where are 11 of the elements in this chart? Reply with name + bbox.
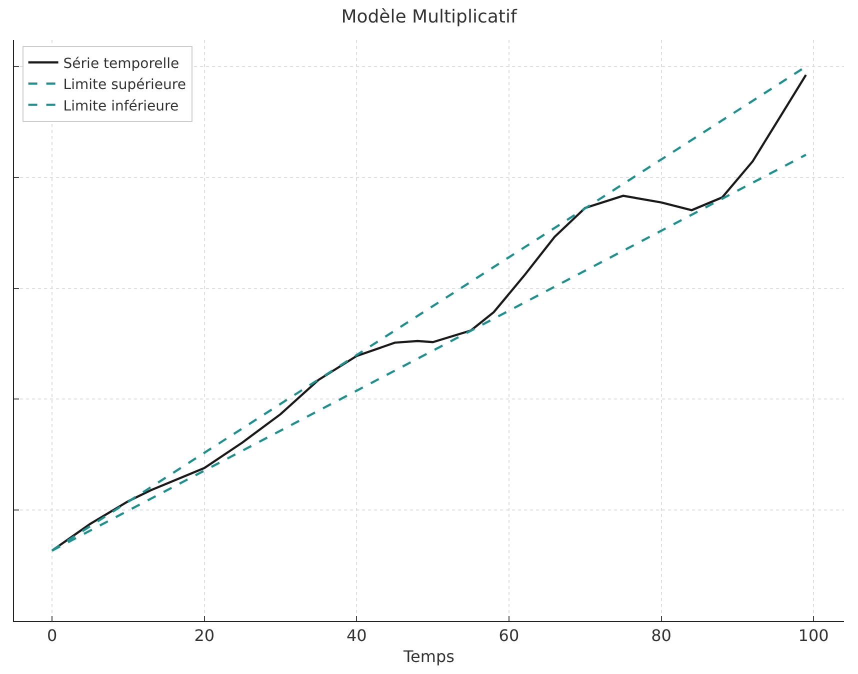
x-tick-label: 60 xyxy=(498,626,520,646)
x-tick-label: 20 xyxy=(194,626,215,646)
x-axis-title: Temps xyxy=(402,646,454,666)
x-tick-label: 0 xyxy=(46,626,58,646)
legend-label: Limite inférieure xyxy=(63,98,179,114)
x-tick-label: 80 xyxy=(651,626,672,646)
x-tick-label: 40 xyxy=(346,626,367,646)
legend-label: Limite supérieure xyxy=(63,77,186,94)
x-tick-label: 100 xyxy=(798,626,829,646)
legend-label: Série temporelle xyxy=(63,56,180,72)
chart-title: Modèle Multiplicatif xyxy=(341,6,518,28)
